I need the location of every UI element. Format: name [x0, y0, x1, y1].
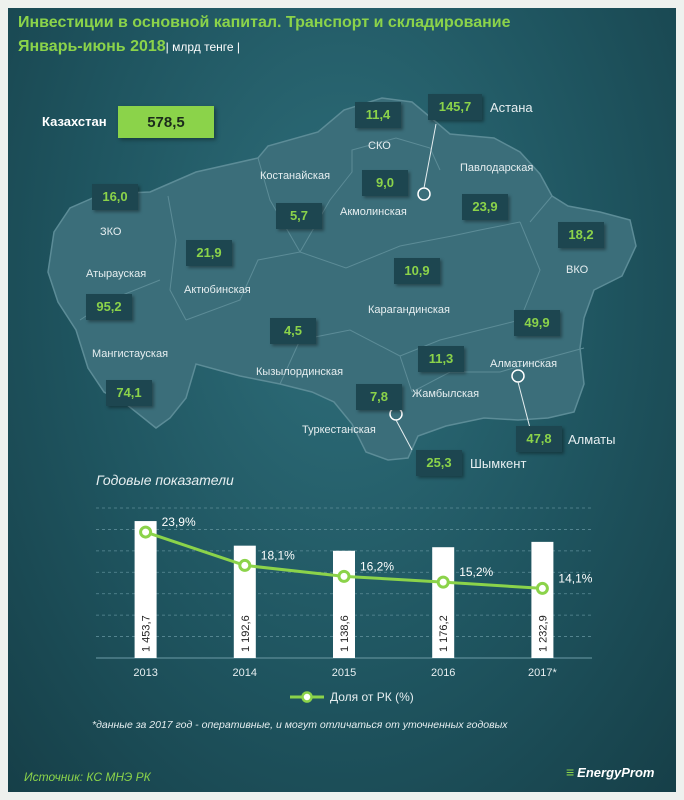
region-label-zko: ЗКО	[100, 226, 122, 238]
region-value-karaganda: 10,9	[394, 258, 440, 284]
x-tick-label: 2014	[233, 667, 257, 679]
unit-label: | млрд тенге |	[165, 40, 241, 54]
bar-value-label: 1 192,6	[240, 615, 252, 652]
region-value-atyrau: 95,2	[86, 294, 132, 320]
bar-value-label: 1 176,2	[438, 615, 450, 652]
region-value-almaty-region: 49,9	[514, 310, 560, 336]
x-tick-label: 2016	[431, 667, 455, 679]
share-point	[436, 575, 450, 589]
bar-2013	[134, 521, 157, 658]
region-label-turkestan: Туркестанская	[302, 424, 376, 436]
brand-name: EnergyProm	[577, 764, 655, 780]
period-label: Январь-июнь 2018	[18, 38, 166, 55]
share-point	[337, 569, 351, 583]
region-label-akmola: Акмолинская	[340, 206, 407, 218]
chart-legend: Доля от РК (%)	[290, 690, 414, 704]
region-label-sko: СКО	[368, 140, 391, 152]
country-label: Казахстан	[42, 114, 107, 129]
city-value-shymkent: 25,3	[416, 450, 462, 476]
region-value-zhambyl: 11,3	[418, 346, 464, 372]
page-subtitle: Январь-июнь 2018| млрд тенге |	[18, 38, 240, 56]
source-label: Источник: КС МНЭ РК	[24, 770, 151, 784]
city-value-almaty: 47,8	[516, 426, 562, 452]
brand-icon: ≡	[566, 764, 575, 780]
region-value-kyzylorda: 4,5	[270, 318, 316, 344]
brand-logo: ≡ EnergyProm	[566, 764, 654, 780]
region-label-atyrau: Атырауская	[86, 268, 147, 280]
share-value-label: 16,2%	[360, 559, 394, 573]
region-label-kostanay: Костанайская	[260, 170, 331, 182]
region-label-zhambyl: Жамбылская	[412, 388, 480, 400]
city-label-shymkent: Шымкент	[470, 456, 527, 471]
region-value-kostanay: 5,7	[276, 203, 322, 229]
region-value-mangistau: 74,1	[106, 380, 152, 406]
page-title: Инвестиции в основной капитал. Транспорт…	[18, 14, 511, 31]
country-total-value: 578,5	[118, 106, 214, 138]
share-point	[238, 558, 252, 572]
region-value-turkestan: 7,8	[356, 384, 402, 410]
region-borders	[79, 137, 585, 393]
share-point	[139, 525, 153, 539]
legend-line-icon	[290, 691, 324, 703]
footnote: *данные за 2017 год - оперативные, и мог…	[92, 719, 508, 731]
region-label-aktobe: Актюбинская	[184, 284, 251, 296]
bar-value-label: 1 232,9	[537, 615, 549, 652]
share-value-label: 23,9%	[162, 515, 196, 529]
callout-lines	[395, 123, 531, 451]
region-label-almaty-region: Алматинская	[490, 358, 558, 370]
annual-title: Годовые показатели	[96, 472, 234, 488]
region-value-vko: 18,2	[558, 222, 604, 248]
share-value-label: 18,1%	[261, 548, 295, 562]
bar-2014	[233, 545, 256, 658]
x-tick-label: 2013	[133, 667, 157, 679]
bar-value-label: 1 138,6	[339, 615, 351, 652]
bar-2016	[432, 547, 455, 658]
region-label-mangistau: Мангистауская	[92, 348, 169, 360]
share-point	[535, 581, 549, 595]
legend-label: Доля от РК (%)	[330, 690, 414, 704]
x-tick-label: 2015	[332, 667, 356, 679]
city-label-almaty: Алматы	[568, 432, 616, 447]
region-value-pavlodar: 23,9	[462, 194, 508, 220]
region-value-sko: 11,4	[355, 102, 401, 128]
x-tick-label: 2017*	[528, 667, 557, 679]
bar-2017*	[531, 541, 554, 658]
region-value-aktobe: 21,9	[186, 240, 232, 266]
region-label-kyzylorda: Кызылординская	[256, 366, 344, 378]
region-label-pavlodar: Павлодарская	[460, 162, 534, 174]
region-label-vko: ВКО	[566, 264, 589, 276]
region-value-astana: 145,7	[428, 94, 482, 120]
region-value-akmola: 9,0	[362, 170, 408, 196]
region-value-zko: 16,0	[92, 184, 138, 210]
city-label-astana: Астана	[490, 100, 533, 115]
share-value-label: 14,1%	[558, 571, 592, 585]
region-label-karaganda: Карагандинская	[368, 304, 450, 316]
share-value-label: 15,2%	[459, 565, 493, 579]
bar-value-label: 1 453,7	[141, 615, 153, 652]
